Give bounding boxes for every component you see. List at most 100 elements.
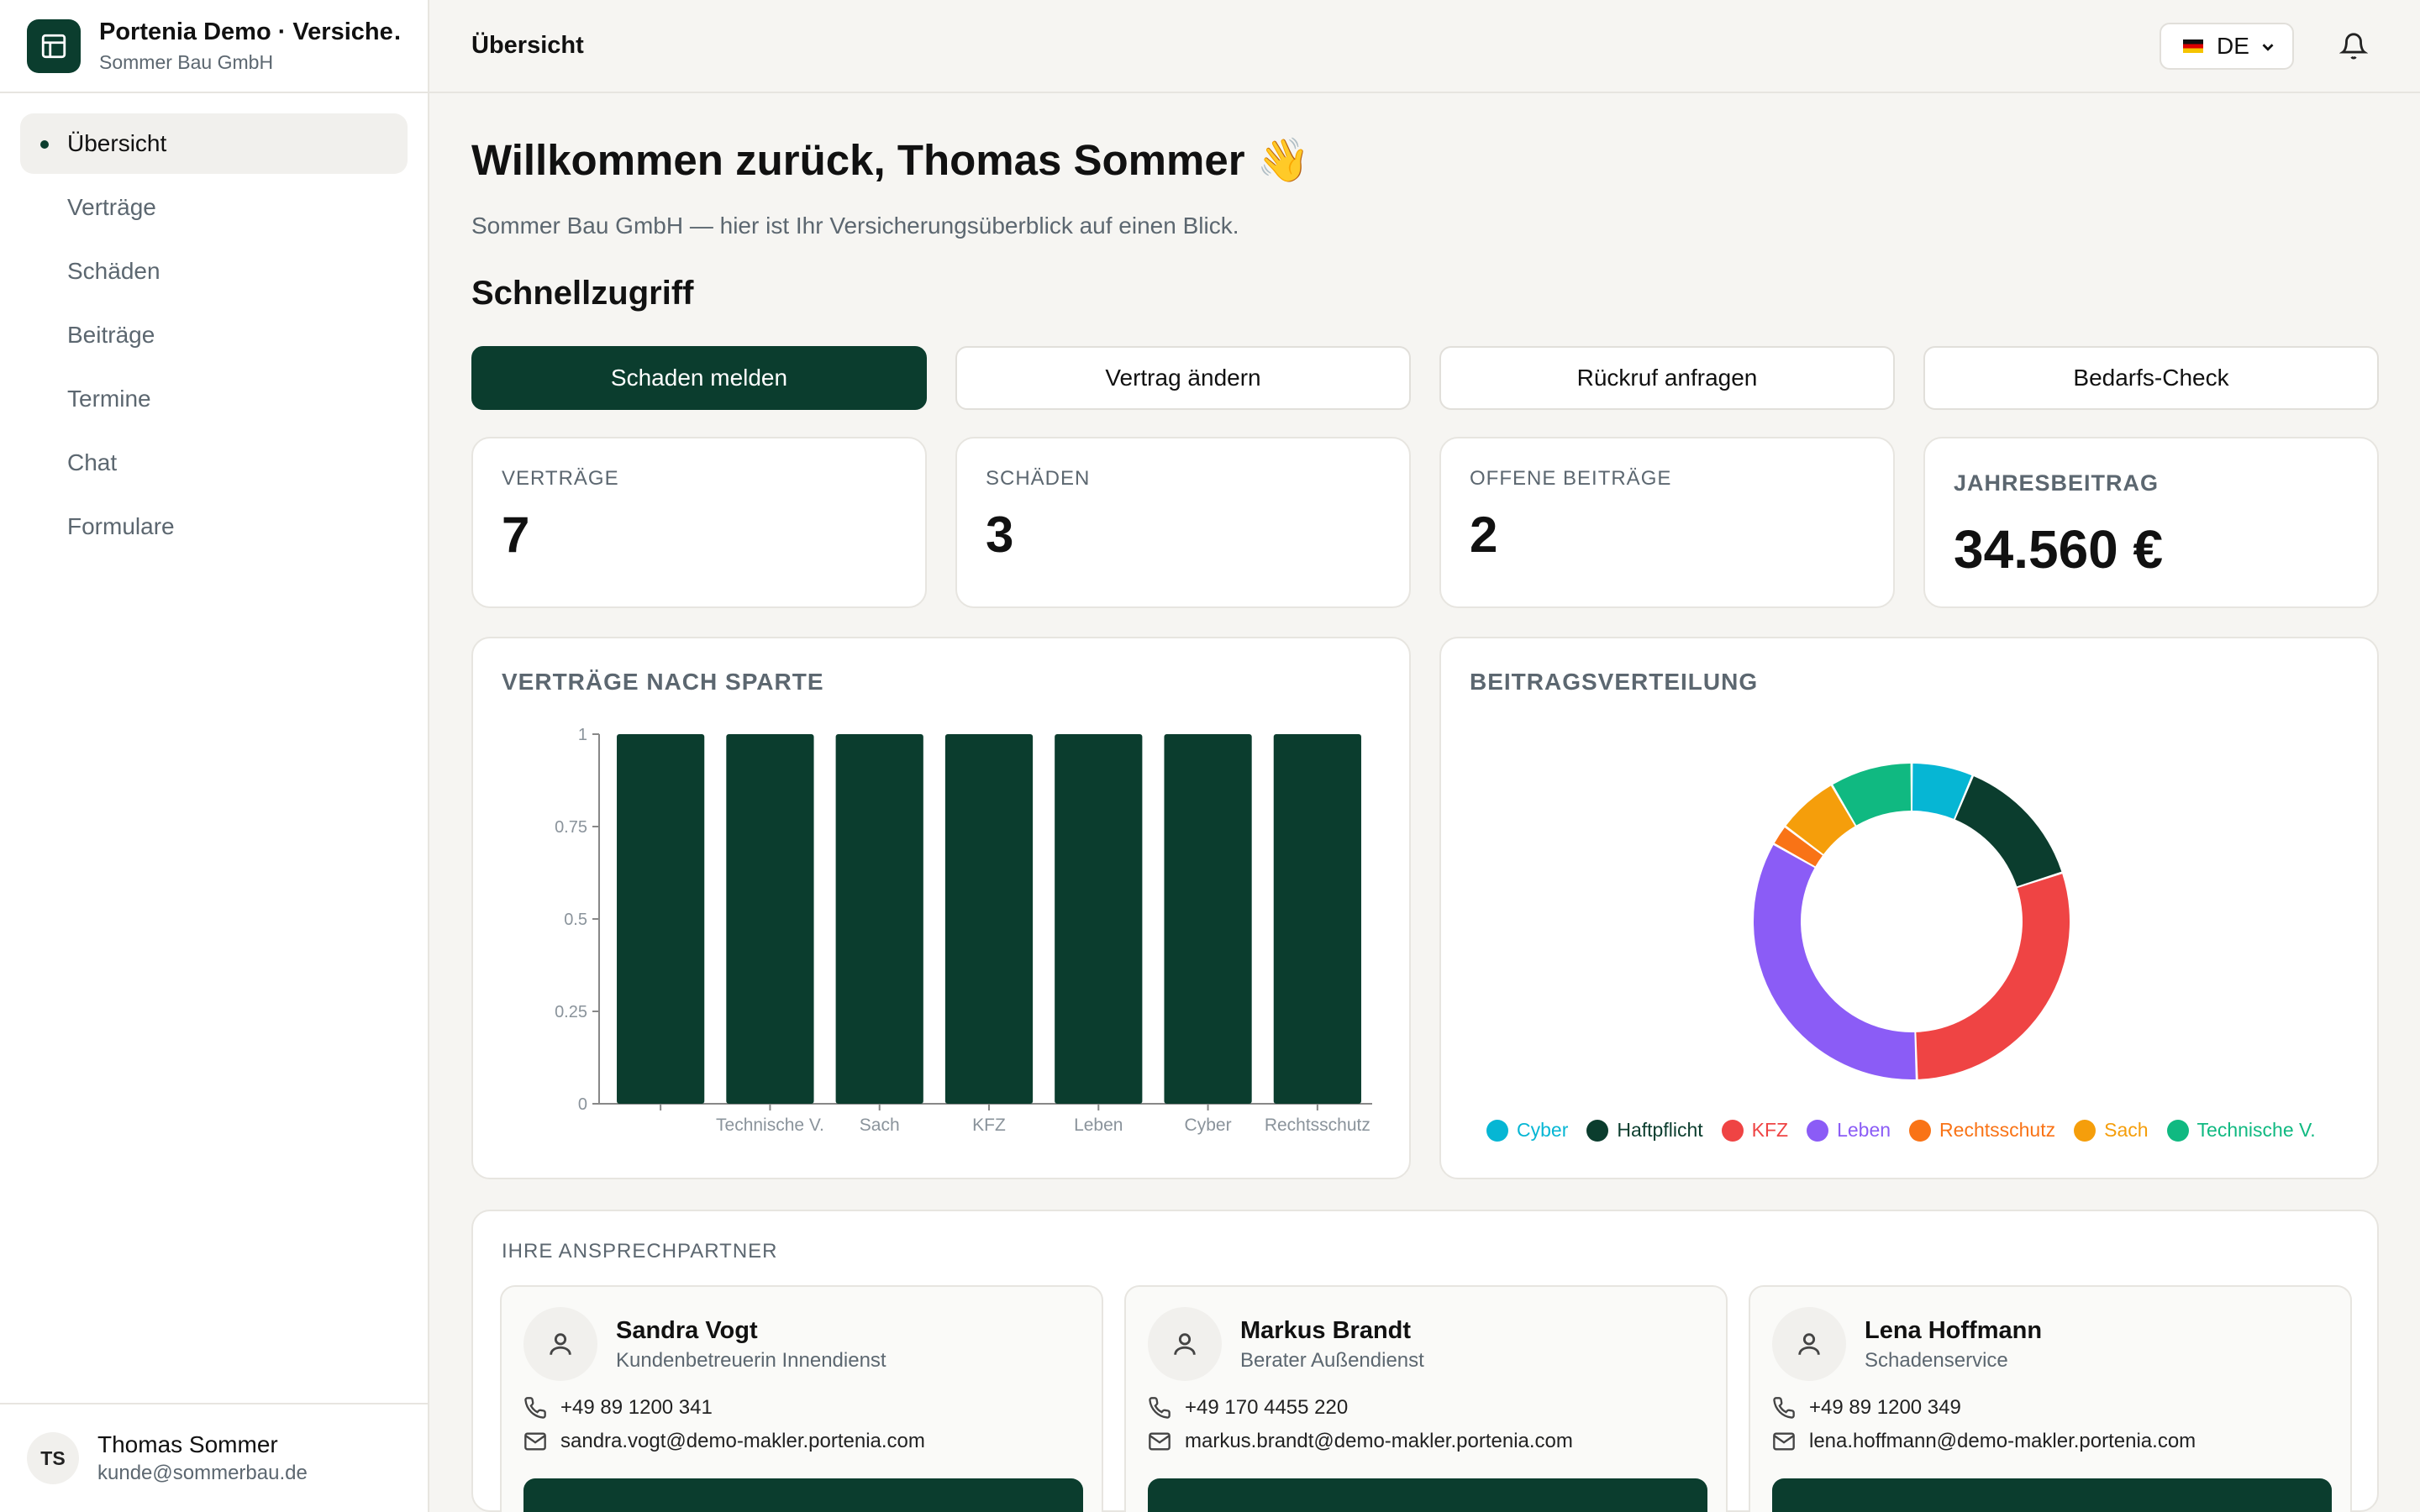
app-logo-icon [27, 18, 81, 73]
page-title: Übersicht [471, 32, 584, 59]
donut-slice[interactable] [1954, 776, 2062, 887]
contact-action-button[interactable] [1772, 1478, 2332, 1512]
needs-check-button[interactable]: Bedarfs-Check [1923, 346, 2379, 410]
donut-slice[interactable] [1912, 764, 1972, 819]
stat-value: 34.560 € [1954, 519, 2164, 580]
stat-card-contracts[interactable]: VERTRÄGE 7 [471, 437, 927, 608]
phone-text: +49 89 1200 349 [1809, 1396, 1961, 1419]
phone-icon [1149, 1397, 1171, 1419]
donut-slice[interactable] [1754, 845, 1916, 1079]
stat-value: 3 [986, 507, 1014, 563]
sidebar: Portenia Demo · Versicherungsmakler Somm… [0, 0, 429, 1512]
sidebar-item-schaeden[interactable]: Schäden [20, 241, 408, 302]
legend-label: Cyber [1517, 1119, 1569, 1141]
donut-chart-card: BEITRAGSVERTEILUNG Cyber Haftpflicht KFZ Le… [1439, 637, 2379, 1179]
mail-icon [524, 1432, 546, 1451]
active-indicator-icon [40, 140, 49, 149]
x-tick-label: Cyber [1185, 1116, 1232, 1135]
sidebar-item-termine[interactable]: Termine [20, 369, 408, 429]
legend-label: Sach [2104, 1119, 2149, 1141]
y-tick-label: 1 [578, 726, 587, 744]
welcome-heading: Willkommen zurück, Thomas Sommer 👋 [471, 136, 1311, 184]
legend-item[interactable]: Sach [2074, 1119, 2149, 1142]
stat-card-claims[interactable]: SCHÄDEN 3 [955, 437, 1411, 608]
bar[interactable] [726, 734, 814, 1104]
legend-label: Rechtsschutz [1939, 1119, 2056, 1141]
contact-name: Sandra Vogt [616, 1317, 758, 1344]
contact-phone[interactable]: +49 170 4455 220 [1148, 1396, 1348, 1420]
legend-item[interactable]: Technische V. [2166, 1119, 2316, 1142]
donut-slice[interactable] [1774, 827, 1823, 867]
legend-item[interactable]: Haftpflicht [1586, 1119, 1703, 1142]
legend-dot-icon [1807, 1119, 1829, 1142]
legend-dot-icon [2166, 1119, 2189, 1142]
donut-chart [1754, 764, 2070, 1079]
x-tick-label: Sach [860, 1116, 900, 1135]
y-tick-label: 0.75 [555, 818, 587, 837]
sidebar-item-uebersicht[interactable]: Übersicht [20, 113, 408, 174]
sidebar-item-label: Beiträge [67, 322, 155, 348]
sidebar-item-chat[interactable]: Chat [20, 433, 408, 493]
language-select[interactable]: DE [2160, 23, 2294, 70]
legend-dot-icon [1909, 1119, 1932, 1142]
contact-role: Berater Außendienst [1240, 1349, 1424, 1372]
app-title: Portenia Demo · Versicherungsmakler [99, 18, 401, 45]
email-text: markus.brandt@demo-makler.portenia.com [1185, 1430, 1573, 1452]
stat-card-annual-premium[interactable]: JAHRESBEITRAG 34.560 € [1923, 437, 2379, 608]
y-tick-label: 0.5 [564, 911, 587, 929]
contact-role: Schadenservice [1865, 1349, 2008, 1372]
sidebar-item-formulare[interactable]: Formulare [20, 496, 408, 557]
x-tick-label: KFZ [972, 1116, 1006, 1135]
bar[interactable] [835, 734, 923, 1104]
legend-item[interactable]: KFZ [1721, 1119, 1788, 1142]
y-tick-label: 0.25 [555, 1003, 587, 1021]
brand-header[interactable]: Portenia Demo · Versicherungsmakler Somm… [0, 0, 428, 93]
contact-phone[interactable]: +49 89 1200 341 [523, 1396, 713, 1420]
x-tick-label: Rechtsschutz [1265, 1116, 1370, 1135]
legend-item[interactable]: Leben [1807, 1119, 1891, 1142]
bar[interactable] [1273, 734, 1361, 1104]
avatar: TS [27, 1432, 79, 1484]
stat-value: 2 [1470, 507, 1498, 563]
stat-card-open-premiums[interactable]: OFFENE BEITRÄGE 2 [1439, 437, 1895, 608]
contact-email[interactable]: markus.brandt@demo-makler.portenia.com [1148, 1430, 1573, 1453]
contact-role: Kundenbetreuerin Innendienst [616, 1349, 886, 1372]
contact-email[interactable]: sandra.vogt@demo-makler.portenia.com [523, 1430, 925, 1453]
donut-slice[interactable] [1833, 764, 1912, 826]
contact-action-button[interactable] [1148, 1478, 1707, 1512]
change-contract-button[interactable]: Vertrag ändern [955, 346, 1411, 410]
contact-phone[interactable]: +49 89 1200 349 [1772, 1396, 1961, 1420]
bar[interactable] [1055, 734, 1143, 1104]
request-callback-button[interactable]: Rückruf anfragen [1439, 346, 1895, 410]
stat-value: 7 [502, 507, 530, 563]
x-tick-label: Leben [1074, 1116, 1123, 1135]
user-profile[interactable]: TS Thomas Sommer kunde@sommerbau.de [0, 1403, 428, 1512]
user-icon [523, 1307, 597, 1381]
bar[interactable] [1164, 734, 1252, 1104]
donut-slice[interactable] [1786, 785, 1855, 854]
sidebar-item-label: Termine [67, 386, 151, 412]
bar[interactable] [617, 734, 705, 1104]
sidebar-item-beitraege[interactable]: Beiträge [20, 305, 408, 365]
sidebar-item-vertraege[interactable]: Verträge [20, 177, 408, 238]
donut-slice[interactable] [1916, 874, 2070, 1079]
legend-item[interactable]: Cyber [1486, 1119, 1568, 1142]
phone-text: +49 170 4455 220 [1185, 1396, 1349, 1419]
legend-dot-icon [1721, 1119, 1744, 1142]
sidebar-item-label: Formulare [67, 513, 175, 539]
charts-row: VERTRÄGE NACH SPARTE 0 0.25 0.5 0.75 1 Techni… [471, 637, 2379, 1179]
legend-label: Leben [1837, 1119, 1891, 1141]
bar[interactable] [944, 734, 1034, 1104]
report-claim-button[interactable]: Schaden melden [471, 346, 927, 410]
language-value: DE [2217, 33, 2249, 59]
sidebar-nav: Übersicht Verträge Schäden Beiträge Term… [0, 93, 428, 557]
contact-email[interactable]: lena.hoffmann@demo-makler.portenia.com [1772, 1430, 2196, 1453]
legend-item[interactable]: Rechtsschutz [1909, 1119, 2055, 1142]
phone-icon [1773, 1397, 1795, 1419]
welcome-lead: Sommer Bau GmbH — hier ist Ihr Versicher… [471, 213, 1239, 239]
y-tick-label: 0 [578, 1095, 587, 1114]
flag-de-icon [2183, 39, 2203, 53]
contact-action-button[interactable] [523, 1478, 1083, 1512]
user-email: kunde@sommerbau.de [97, 1462, 308, 1484]
bell-icon[interactable] [2339, 32, 2368, 60]
